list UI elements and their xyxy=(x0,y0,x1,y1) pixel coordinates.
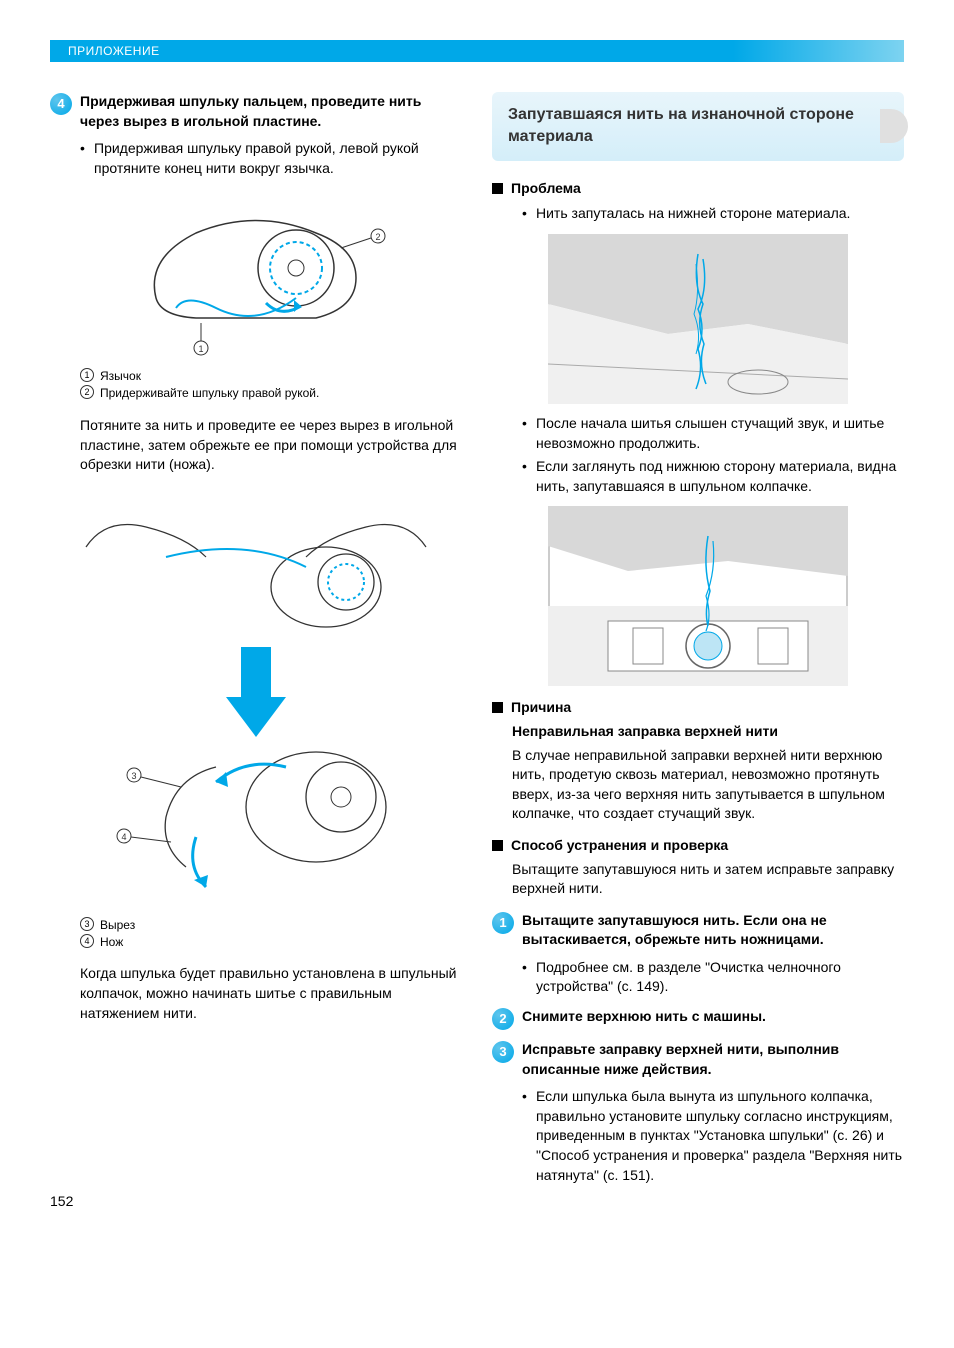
remedy-intro: Вытащите запутавшуюся нить и затем испра… xyxy=(492,860,904,899)
square-icon xyxy=(492,183,503,194)
remedy-step-2: 2 Снимите верхнюю нить с машины. xyxy=(492,1007,904,1030)
cause-heading: Причина xyxy=(492,698,904,718)
svg-text:4: 4 xyxy=(121,832,126,842)
remedy-step-3-title: Исправьте заправку верхней нити, выполни… xyxy=(522,1040,904,1079)
step-badge-3: 3 xyxy=(492,1041,514,1063)
square-icon xyxy=(492,840,503,851)
problem-bullet-3: Если заглянуть под нижнюю сторону матери… xyxy=(522,457,904,496)
svg-text:3: 3 xyxy=(131,771,136,781)
callout-label-2: Придерживайте шпульку правой рукой. xyxy=(100,385,319,402)
remedy-step-3-bullets: Если шпулька была вынута из шпульного ко… xyxy=(492,1087,904,1185)
step-4-body-2: Когда шпулька будет правильно установлен… xyxy=(50,964,462,1023)
diagram-bobbin-tab: 1 2 xyxy=(106,188,406,358)
callout-num-4: 4 xyxy=(80,934,94,948)
remedy-heading: Способ устранения и проверка xyxy=(492,836,904,856)
callout-list-b: 3 Вырез 4 Нож xyxy=(50,917,462,951)
remedy-step-3-bullet: Если шпулька была вынута из шпульного ко… xyxy=(522,1087,904,1185)
left-column: 4 Придерживая шпульку пальцем, проведите… xyxy=(50,92,462,1195)
header-bar: ПРИЛОЖЕНИЕ xyxy=(50,40,904,62)
cause-heading-text: Причина xyxy=(511,698,571,718)
step-4-bullet-1: Придерживая шпульку правой рукой, левой … xyxy=(80,139,462,178)
callout-label-1: Язычок xyxy=(100,368,141,385)
cause-subtitle: Неправильная заправка верхней нити xyxy=(512,722,904,742)
problem-bullets-1: Нить запуталась на нижней стороне матери… xyxy=(492,204,904,224)
step-badge-2: 2 xyxy=(492,1008,514,1030)
page-number: 152 xyxy=(50,1192,73,1212)
diagram-tangled-thread-bottom xyxy=(548,506,848,686)
svg-text:1: 1 xyxy=(198,344,203,354)
callout-label-4: Нож xyxy=(100,934,123,951)
remedy-heading-text: Способ устранения и проверка xyxy=(511,836,728,856)
remedy-step-1-title: Вытащите запутавшуюся нить. Если она не … xyxy=(522,911,904,950)
remedy-step-1-bullets: Подробнее см. в разделе "Очистка челночн… xyxy=(492,958,904,997)
cause-body: В случае неправильной заправки верхней н… xyxy=(512,746,904,824)
step-badge-1: 1 xyxy=(492,912,514,934)
problem-bullets-2: После начала шитья слышен стучащий звук,… xyxy=(492,414,904,496)
problem-heading: Проблема xyxy=(492,179,904,199)
square-icon xyxy=(492,702,503,713)
right-column: Запутавшаяся нить на изнаночной стороне … xyxy=(492,92,904,1195)
step-4-body-1: Потяните за нить и проведите ее через вы… xyxy=(50,416,462,475)
svg-text:2: 2 xyxy=(375,232,380,242)
section-title: Запутавшаяся нить на изнаночной стороне … xyxy=(508,106,854,145)
diagram-thread-cut: 3 4 xyxy=(66,487,446,907)
step-4-bullets: Придерживая шпульку правой рукой, левой … xyxy=(50,139,462,178)
step-badge-4: 4 xyxy=(50,93,72,115)
remedy-step-2-title: Снимите верхнюю нить с машины. xyxy=(522,1007,766,1027)
callout-num-1: 1 xyxy=(80,368,94,382)
remedy-step-1-bullet: Подробнее см. в разделе "Очистка челночн… xyxy=(522,958,904,997)
step-4-title: Придерживая шпульку пальцем, проведите н… xyxy=(80,92,462,131)
callout-label-3: Вырез xyxy=(100,917,135,934)
problem-bullet-1: Нить запуталась на нижней стороне матери… xyxy=(522,204,904,224)
step-4: 4 Придерживая шпульку пальцем, проведите… xyxy=(50,92,462,131)
section-header: Запутавшаяся нить на изнаночной стороне … xyxy=(492,92,904,161)
problem-heading-text: Проблема xyxy=(511,179,581,199)
remedy-step-3: 3 Исправьте заправку верхней нити, выпол… xyxy=(492,1040,904,1079)
header-section-label: ПРИЛОЖЕНИЕ xyxy=(68,43,160,60)
remedy-step-1: 1 Вытащите запутавшуюся нить. Если она н… xyxy=(492,911,904,950)
callout-num-2: 2 xyxy=(80,385,94,399)
callout-list-a: 1 Язычок 2 Придерживайте шпульку правой ру… xyxy=(50,368,462,402)
problem-bullet-2: После начала шитья слышен стучащий звук,… xyxy=(522,414,904,453)
diagram-tangled-thread-top xyxy=(548,234,848,404)
callout-num-3: 3 xyxy=(80,917,94,931)
